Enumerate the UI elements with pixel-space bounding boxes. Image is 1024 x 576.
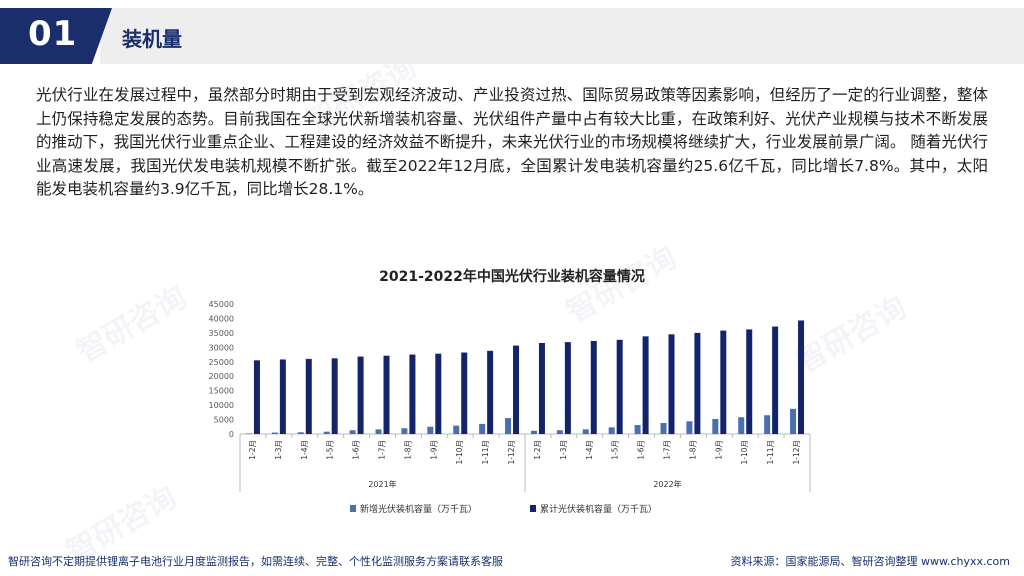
bar-new-installed [245, 433, 252, 434]
bar-cumulative-installed [772, 326, 779, 434]
bar-cumulative-installed [305, 358, 312, 434]
bar-cumulative-installed [694, 332, 701, 434]
bar-cumulative-installed [513, 345, 520, 434]
bar-new-installed [634, 425, 641, 434]
bar-new-installed [323, 431, 330, 434]
x-tick-label: 1-2月 [533, 440, 542, 460]
x-tick-label: 1-7月 [663, 440, 672, 460]
y-tick-label: 25000 [209, 358, 234, 367]
bar-new-installed [686, 421, 693, 434]
x-tick-label: 1-10月 [455, 440, 464, 465]
x-tick-label: 1-6月 [637, 440, 646, 460]
x-tick-label: 1-6月 [352, 440, 361, 460]
section-number-badge [0, 8, 112, 64]
x-tick-label: 1-4月 [585, 440, 594, 460]
bar-new-installed [712, 418, 719, 434]
header-band [100, 8, 1024, 64]
legend-swatch-new [350, 505, 356, 512]
bar-cumulative-installed [616, 339, 623, 434]
x-tick-label: 1-12月 [792, 440, 801, 465]
y-tick-label: 40000 [209, 314, 234, 323]
section-header: 01 装机量 [0, 8, 1024, 64]
x-tick-label: 1-7月 [378, 440, 387, 460]
bar-new-installed [608, 427, 615, 434]
bar-new-installed [271, 432, 278, 434]
bar-cumulative-installed [461, 352, 468, 434]
bar-cumulative-installed [487, 350, 494, 434]
x-tick-label: 1-8月 [688, 440, 697, 460]
bar-new-installed [582, 429, 589, 434]
bar-new-installed [764, 415, 771, 434]
legend-label-new: 新增光伏装机容量（万千瓦） [360, 503, 477, 515]
bar-cumulative-installed [409, 354, 416, 434]
x-tick-label: 1-12月 [507, 440, 516, 465]
x-tick-label: 1-11月 [481, 440, 490, 465]
bar-cumulative-installed [331, 358, 338, 434]
bar-cumulative-installed [798, 320, 805, 434]
bar-new-installed [401, 428, 408, 434]
bar-new-installed [530, 430, 537, 434]
y-tick-label: 35000 [209, 329, 234, 338]
y-tick-label: 20000 [209, 372, 234, 381]
bar-cumulative-installed [279, 359, 286, 434]
bar-cumulative-installed [253, 360, 260, 434]
x-tick-label: 1-3月 [559, 440, 568, 460]
x-tick-label: 1-9月 [429, 440, 438, 460]
footer-source: 资料来源：国家能源局、智研咨询整理 www.chyxx.com [730, 555, 1010, 568]
bar-cumulative-installed [357, 356, 364, 434]
group-label: 2022年 [653, 479, 681, 489]
x-tick-label: 1-9月 [714, 440, 723, 460]
bar-cumulative-installed [383, 355, 390, 434]
chart-title: 2021-2022年中国光伏行业装机容量情况 [379, 269, 645, 285]
bar-new-installed [738, 417, 745, 434]
body-paragraph: 光伏行业在发展过程中，虽然部分时期由于受到宏观经济波动、产业投资过热、国际贸易政… [36, 86, 988, 198]
x-tick-label: 1-5月 [611, 440, 620, 460]
bar-cumulative-installed [746, 329, 753, 434]
footer-note: 智研咨询不定期提供锂离子电池行业月度监测报告，如需连续、完整、个性化监测服务方案… [8, 555, 503, 568]
group-label: 2021年 [368, 479, 396, 489]
bar-cumulative-installed [538, 343, 545, 434]
y-tick-label: 15000 [209, 387, 234, 396]
bar-cumulative-installed [668, 334, 675, 434]
y-tick-label: 10000 [209, 401, 234, 410]
bar-cumulative-installed [590, 340, 597, 434]
bar-new-installed [660, 423, 667, 434]
x-tick-label: 1-3月 [274, 440, 283, 460]
y-tick-label: 45000 [209, 300, 234, 309]
bar-cumulative-installed [564, 342, 571, 434]
section-title: 装机量 [122, 27, 182, 51]
section-number: 01 [28, 14, 78, 54]
bar-new-installed [297, 432, 304, 434]
y-tick-label: 0 [229, 430, 234, 439]
bar-new-installed [505, 418, 512, 434]
bar-new-installed [349, 430, 356, 434]
bar-new-installed [375, 429, 382, 434]
bar-chart: 0 5000 10000 15000 20000 25000 30000 35000 40000… [209, 300, 811, 515]
bar-new-installed [556, 430, 563, 434]
x-tick-label: 1-10月 [740, 440, 749, 465]
bar-new-installed [479, 423, 486, 434]
bar-cumulative-installed [642, 336, 649, 434]
legend-label-cumulative: 累计光伏装机容量（万千瓦） [540, 503, 657, 515]
x-tick-label: 1-8月 [403, 440, 412, 460]
x-tick-label: 1-5月 [326, 440, 335, 460]
bar-new-installed [427, 426, 434, 434]
bar-cumulative-installed [435, 353, 442, 434]
x-tick-label: 1-4月 [300, 440, 309, 460]
bar-new-installed [790, 408, 797, 434]
legend-swatch-cumulative [530, 505, 536, 512]
x-tick-label: 1-2月 [248, 440, 257, 460]
x-tick-label: 1-11月 [766, 440, 775, 465]
y-tick-label: 30000 [209, 343, 234, 352]
bar-new-installed [453, 425, 460, 434]
bar-cumulative-installed [720, 330, 727, 434]
y-tick-label: 5000 [214, 416, 234, 425]
